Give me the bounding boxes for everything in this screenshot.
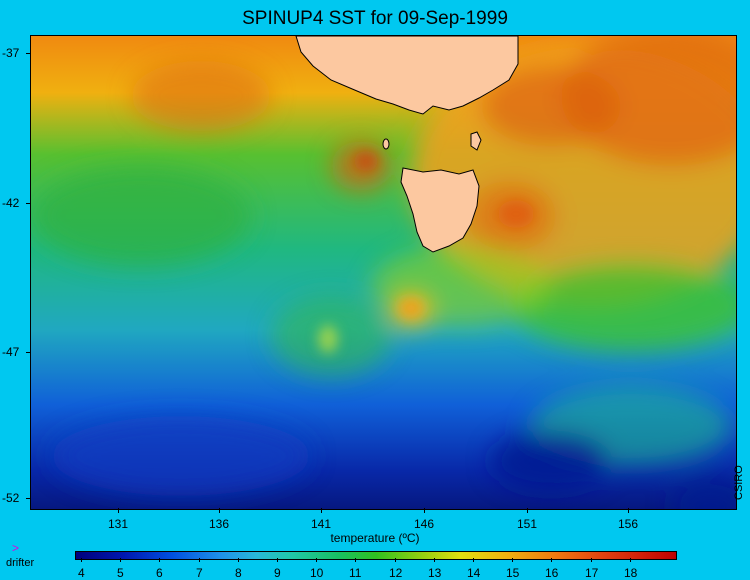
colorbar-tick-mark [395,558,396,562]
sst-field [31,36,736,509]
colorbar-tick-mark [630,558,631,562]
y-tick-mark [26,53,31,54]
colorbar-tick-mark [159,558,160,562]
x-tick-mark [118,508,119,513]
x-tick-label: 141 [311,517,332,531]
colorbar-tick-mark [199,558,200,562]
colorbar-tick-label: 4 [78,566,85,580]
x-tick-mark [628,508,629,513]
colorbar-tick-label: 6 [156,566,163,580]
flinders-island [470,131,482,151]
colorbar-tick-mark [591,558,592,562]
y-tick-label: -47 [2,345,20,359]
colorbar-tick-mark [316,558,317,562]
y-tick-mark [26,498,31,499]
y-tick-mark [26,352,31,353]
colorbar-tick-label: 9 [274,566,281,580]
colorbar-tick-mark [238,558,239,562]
sst-map [30,35,737,510]
x-tick-mark [424,508,425,513]
drifter-symbol-icon: > [12,541,20,555]
colorbar-tick-label: 14 [467,566,481,580]
colorbar [75,551,677,560]
colorbar-tick-label: 17 [585,566,599,580]
x-tick-label: 131 [108,517,129,531]
colorbar-tick-label: 7 [196,566,203,580]
y-tick-label: -42 [2,196,20,210]
colorbar-tick-mark [512,558,513,562]
colorbar-title: temperature (ºC) [330,531,420,545]
y-tick-label: -52 [2,491,20,505]
x-tick-mark [219,508,220,513]
x-tick-label: 146 [414,517,435,531]
colorbar-tick-label: 10 [310,566,324,580]
king-island [382,138,390,150]
colorbar-tick-label: 18 [624,566,638,580]
map-title: SPINUP4 SST for 09-Sep-1999 [242,8,508,29]
colorbar-tick-mark [434,558,435,562]
colorbar-tick-label: 12 [389,566,403,580]
mainland-landmass [295,36,519,115]
colorbar-tick-label: 11 [349,566,362,580]
x-tick-label: 151 [517,517,538,531]
colorbar-tick-mark [473,558,474,562]
x-tick-label: 156 [618,517,639,531]
tasmania-landmass [400,167,480,253]
colorbar-tick-label: 13 [428,566,442,580]
drifter-legend-label: drifter [6,557,35,569]
y-tick-label: -37 [2,46,20,60]
colorbar-tick-label: 5 [117,566,124,580]
colorbar-tick-label: 16 [545,566,559,580]
x-tick-label: 136 [209,517,230,531]
x-tick-mark [321,508,322,513]
credit-label: CSIRO [733,465,745,500]
colorbar-tick-mark [277,558,278,562]
colorbar-tick-mark [355,558,356,562]
y-tick-mark [26,203,31,204]
colorbar-tick-mark [120,558,121,562]
colorbar-tick-label: 8 [235,566,242,580]
colorbar-tick-label: 15 [506,566,520,580]
colorbar-tick-mark [551,558,552,562]
colorbar-tick-mark [81,558,82,562]
x-tick-mark [527,508,528,513]
